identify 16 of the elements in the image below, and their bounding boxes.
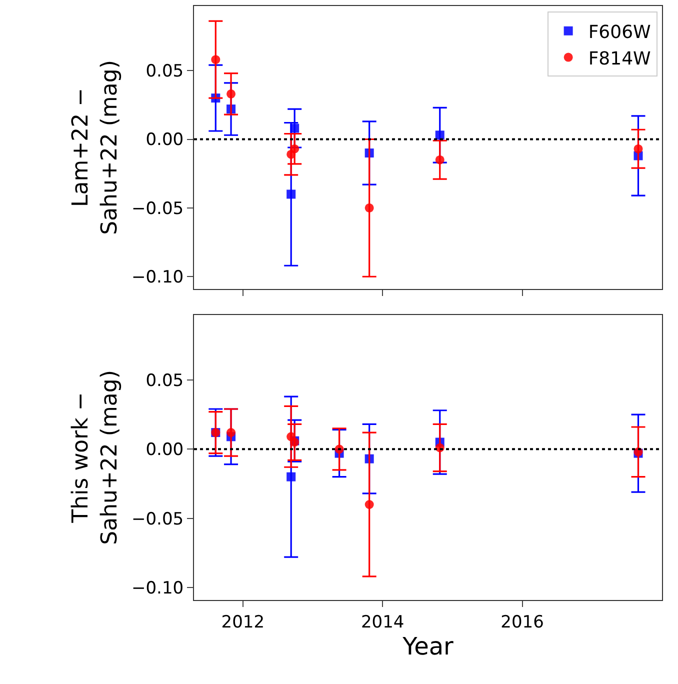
legend-label: F814W bbox=[588, 48, 652, 70]
x-tick-label: 2014 bbox=[360, 612, 404, 632]
y-tick-label: 0.00 bbox=[146, 130, 184, 150]
y-tick-label: −0.05 bbox=[131, 198, 184, 219]
y-tick-label: −0.10 bbox=[131, 578, 184, 598]
x-tick-label: 2016 bbox=[500, 612, 544, 632]
y-axis-title: Lam+22 − Sahu+22 (mag) bbox=[68, 60, 122, 235]
y-tick-label: 0.05 bbox=[146, 62, 184, 82]
legend-label: F606W bbox=[588, 22, 652, 43]
y-tick-label: 0.05 bbox=[146, 370, 184, 391]
y-axis-title: This work − Sahu+22 (mag) bbox=[68, 370, 122, 545]
y-tick-label: −0.05 bbox=[131, 509, 184, 530]
y-tick-label: 0.00 bbox=[146, 440, 184, 460]
x-tick-label: 2012 bbox=[221, 612, 265, 632]
x-axis-title: Year bbox=[402, 632, 454, 660]
y-tick-label: −0.10 bbox=[131, 268, 184, 288]
